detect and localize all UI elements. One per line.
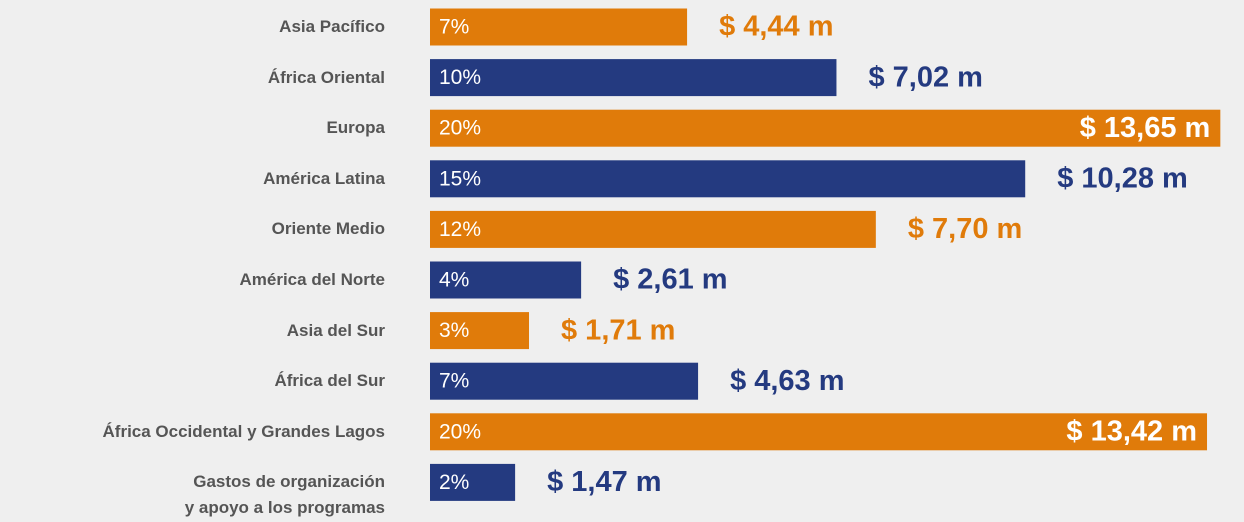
value-label: $ 13,42 m [1066,415,1197,447]
value-label: $ 2,61 m [613,264,727,296]
share-label: 2% [439,471,469,494]
value-label: $ 1,47 m [547,466,661,498]
bar [430,413,1208,451]
category-label: Europa [326,118,385,138]
share-label: 4% [439,269,469,292]
category-label: África Occidental y Grandes Lagos [102,421,385,441]
share-label: 7% [439,16,469,39]
category-label: África del Sur [274,371,385,391]
category-label: Oriente Medio [271,219,385,239]
bar [430,210,876,248]
share-label: 15% [439,167,481,190]
category-label: América Latina [263,168,385,188]
share-label: 12% [439,218,481,241]
share-label: 3% [439,319,469,342]
category-label: Asia Pacífico [279,17,385,36]
value-label: $ 7,02 m [868,61,982,93]
category-label: Asia del Sur [286,320,385,340]
bar [430,59,837,97]
bar [430,109,1221,147]
value-label: $ 4,44 m [719,11,833,43]
bar [430,261,582,299]
value-label: $ 4,63 m [730,365,844,397]
bar [430,160,1026,198]
value-label: $ 7,70 m [908,213,1022,245]
share-label: 20% [439,117,481,140]
bar [430,312,530,350]
value-label: $ 10,28 m [1057,162,1188,194]
value-label: $ 13,65 m [1080,112,1211,144]
category-label: Gastos de organización y apoyo a los pro… [184,472,385,518]
share-label: 7% [439,370,469,393]
bar [430,463,516,501]
value-label: $ 1,71 m [561,314,675,346]
share-label: 20% [439,420,481,443]
share-label: 10% [439,66,481,89]
category-label: América del Norte [239,270,386,289]
category-label: África Oriental [267,67,385,87]
bar [430,8,688,46]
bar [430,362,699,400]
